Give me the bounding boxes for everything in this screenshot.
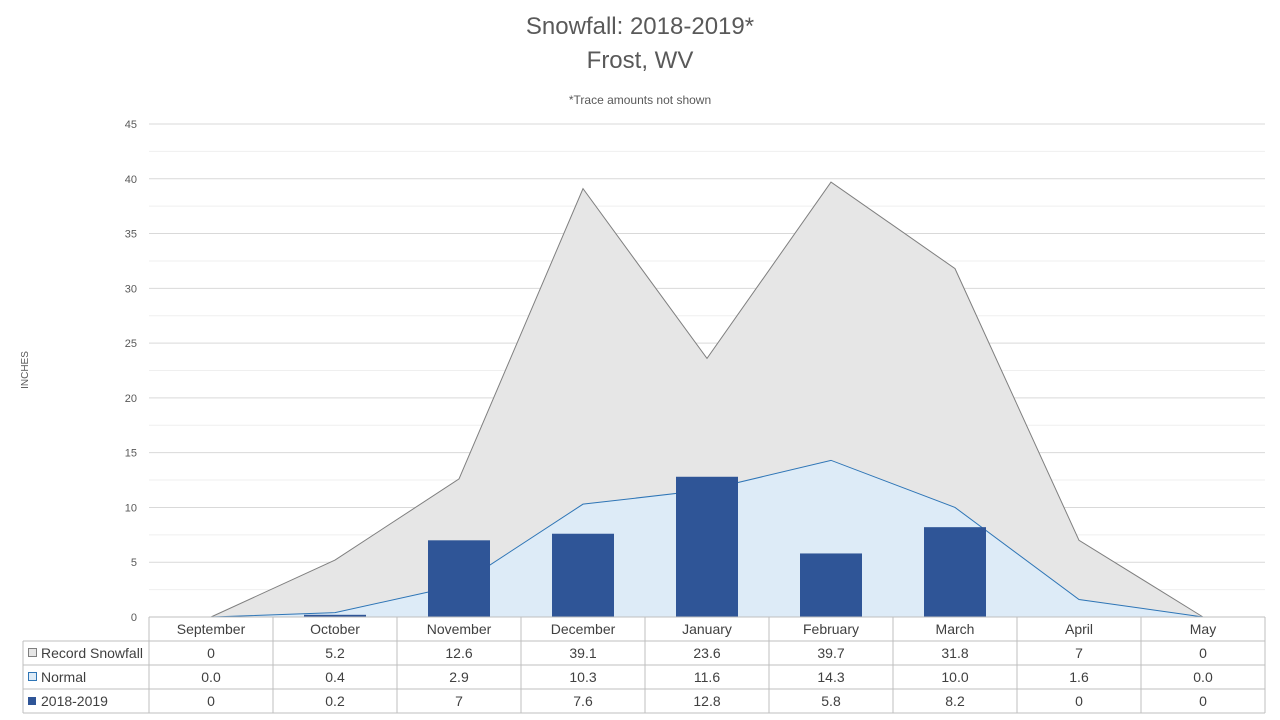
x-category-label: November [427, 621, 492, 637]
table-cell-value: 12.6 [445, 645, 472, 661]
y-tick-label: 40 [125, 174, 137, 186]
x-category-label: March [936, 621, 975, 637]
bar-december [552, 533, 614, 617]
y-tick-label: 10 [125, 502, 137, 514]
y-axis-ticks: 0 5 10 15 20 25 30 35 40 45 [125, 119, 137, 624]
table-cell-value: 10.0 [941, 669, 968, 685]
data-table: September October November December January F… [22, 616, 1266, 714]
chart-title: Snowfall: 2018-2019* [526, 13, 754, 40]
table-cell-value: 0.0 [1193, 669, 1213, 685]
x-category-label: January [682, 621, 732, 637]
line-record-snowfall [210, 181, 1204, 618]
x-category-label: May [1190, 621, 1216, 637]
table-cell-value: 12.8 [693, 693, 720, 709]
table-cell-value: 14.3 [817, 669, 844, 685]
x-category-label: September [177, 621, 246, 637]
bar-series [304, 476, 986, 617]
y-tick-label: 35 [125, 229, 137, 241]
legend-swatch [28, 648, 37, 657]
table-cell-value: 0.2 [325, 693, 345, 709]
table-cell-value: 23.6 [693, 645, 720, 661]
table-cell-value: 31.8 [941, 645, 968, 661]
y-axis-label: INCHES [20, 351, 31, 389]
table-cell-value: 7.6 [573, 693, 593, 709]
table-cell-value: 0 [207, 645, 215, 661]
table-cell-value: 5.2 [325, 645, 345, 661]
x-category-label: February [803, 621, 859, 637]
table-cell-value: 8.2 [945, 693, 965, 709]
y-tick-label: 0 [131, 612, 137, 624]
table-cell-value: 0 [1199, 645, 1207, 661]
table-cell-value: 39.1 [569, 645, 596, 661]
x-category-label: December [551, 621, 616, 637]
chart-subtitle: *Trace amounts not shown [569, 93, 711, 107]
x-category-label: April [1065, 621, 1093, 637]
legend-swatch [28, 697, 36, 705]
y-tick-label: 45 [125, 119, 137, 131]
table-cell-value: 0.4 [325, 669, 345, 685]
table-cell-value: 7 [455, 693, 463, 709]
legend-label: Record Snowfall [41, 645, 143, 661]
table-cell-value: 2.9 [449, 669, 469, 685]
bar-october [304, 614, 366, 617]
y-tick-label: 5 [131, 557, 137, 569]
chart-title-location: Frost, WV [587, 47, 694, 74]
bar-february [800, 553, 862, 617]
gridlines [149, 123, 1265, 591]
legend-swatch [28, 672, 37, 681]
bar-march [924, 527, 986, 617]
y-tick-label: 20 [125, 393, 137, 405]
bar-november [428, 540, 490, 617]
table-cell-value: 0 [207, 693, 215, 709]
table-cell-value: 39.7 [817, 645, 844, 661]
legend-label: 2018-2019 [41, 693, 108, 709]
y-tick-label: 30 [125, 283, 137, 295]
table-cell-value: 7 [1075, 645, 1083, 661]
x-category-label: October [310, 621, 360, 637]
y-tick-label: 15 [125, 448, 137, 460]
table-cell-value: 5.8 [821, 693, 841, 709]
table-cell-value: 0 [1199, 693, 1207, 709]
y-tick-label: 25 [125, 338, 137, 350]
table-cell-value: 1.6 [1069, 669, 1089, 685]
table-cell-value: 0.0 [201, 669, 221, 685]
table-cell-value: 0 [1075, 693, 1083, 709]
legend-label: Normal [41, 669, 86, 685]
table-cell-value: 11.6 [694, 669, 720, 685]
bar-january [676, 476, 738, 617]
table-cell-value: 10.3 [569, 669, 596, 685]
